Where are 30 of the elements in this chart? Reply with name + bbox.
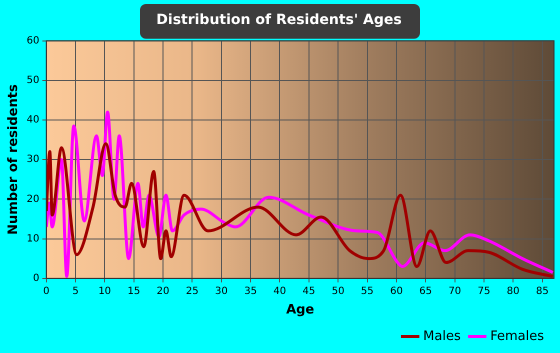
- x-tick-label: 0: [43, 286, 50, 297]
- x-axis-title: Age: [286, 302, 314, 318]
- x-tick-label: 15: [127, 286, 140, 297]
- x-tick-label: 55: [360, 286, 374, 297]
- x-tick-label: 85: [536, 286, 549, 297]
- x-tick-label: 65: [419, 286, 432, 297]
- x-tick-label: 20: [156, 286, 170, 297]
- x-tick-label: 25: [186, 286, 199, 297]
- x-tick-label: 70: [448, 286, 462, 297]
- x-tick-label: 5: [72, 286, 79, 297]
- y-tick-label: 20: [26, 194, 40, 205]
- y-tick-label: 30: [26, 154, 40, 166]
- x-tick-label: 10: [98, 286, 112, 297]
- x-tick-label: 50: [332, 286, 344, 297]
- y-axis-title: Number of residents: [6, 84, 22, 235]
- chart-title: Distribution of Residents' Ages: [156, 12, 402, 28]
- x-tick-label: 30: [215, 286, 228, 297]
- x-tick-label: 40: [273, 286, 286, 297]
- x-tick-label: 45: [302, 286, 316, 297]
- x-tick-label: 80: [506, 286, 520, 297]
- legend-label: Males: [423, 328, 461, 344]
- x-tick-label: 75: [478, 286, 490, 297]
- y-tick-label: 50: [26, 74, 40, 86]
- y-tick-label: 0: [32, 272, 40, 284]
- legend-label: Females: [490, 328, 544, 344]
- y-tick-label: 40: [26, 114, 40, 126]
- x-tick-label: 35: [244, 286, 257, 297]
- y-tick-label: 60: [26, 35, 40, 46]
- y-tick-label: 10: [26, 233, 40, 244]
- x-tick-label: 60: [390, 286, 403, 297]
